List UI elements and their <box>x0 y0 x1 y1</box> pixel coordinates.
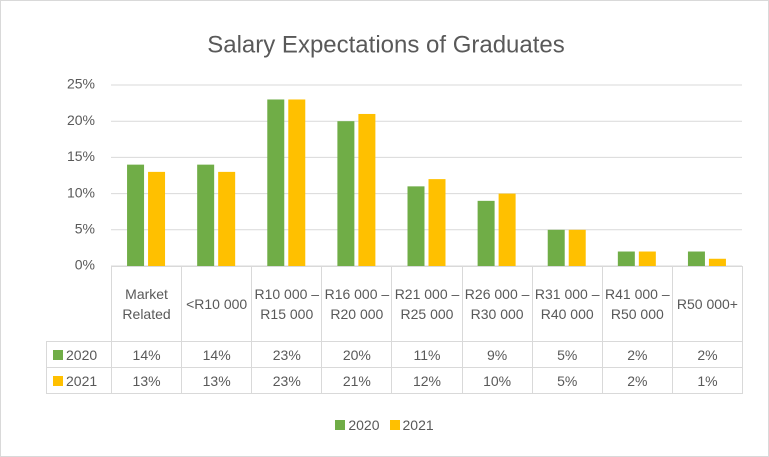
bar <box>568 229 586 266</box>
table-value: 2% <box>601 367 673 394</box>
bar <box>358 113 376 267</box>
y-tick-label: 25% <box>67 76 95 92</box>
bar <box>638 251 656 266</box>
bar <box>288 99 306 266</box>
legend-key <box>335 420 346 430</box>
legend-key <box>389 420 400 430</box>
bar <box>127 164 145 266</box>
legend-key <box>53 375 63 386</box>
table-series-label: 2020 <box>46 341 112 368</box>
category-label: R21 000 – R25 000 <box>391 266 463 342</box>
table-value: 13% <box>111 367 183 394</box>
table-value: 14% <box>181 341 253 368</box>
chart-title: Salary Expectations of Graduates <box>207 31 565 58</box>
bar <box>337 121 355 266</box>
table-value: 20% <box>321 341 393 368</box>
table-value: 1% <box>671 367 743 394</box>
bar <box>197 164 215 266</box>
category-label: <R10 000 <box>181 266 253 342</box>
table-value: 5% <box>531 341 603 368</box>
table-value: 21% <box>321 367 393 394</box>
table-value: 23% <box>251 341 323 368</box>
category-label: R16 000 – R20 000 <box>321 266 393 342</box>
category-label: Market Related <box>111 266 183 342</box>
bar <box>498 193 516 266</box>
table-series-label: 2021 <box>46 367 112 394</box>
bar <box>708 258 726 266</box>
bar <box>617 251 635 266</box>
table-value: 2% <box>601 341 673 368</box>
bar <box>547 229 565 266</box>
bar <box>218 171 236 266</box>
bar <box>407 186 425 266</box>
legend-key <box>53 349 63 360</box>
y-tick-label: 5% <box>75 221 95 237</box>
category-label: R41 000 – R50 000 <box>601 266 673 342</box>
legend: 2020 2021 <box>1 417 768 433</box>
series-name: 2020 <box>66 346 98 363</box>
category-label: R50 000+ <box>671 266 743 342</box>
legend-label: 2021 <box>402 417 434 433</box>
category-label: R31 000 – R40 000 <box>531 266 603 342</box>
category-label: R26 000 – R30 000 <box>461 266 533 342</box>
table-value: 11% <box>391 341 463 368</box>
y-tick-label: 15% <box>67 148 95 164</box>
table-value: 23% <box>251 367 323 394</box>
table-value: 5% <box>531 367 603 394</box>
series-name: 2021 <box>66 372 98 389</box>
table-value: 9% <box>461 341 533 368</box>
table-value: 14% <box>111 341 183 368</box>
bar <box>148 171 166 266</box>
category-label: R10 000 – R15 000 <box>251 266 323 342</box>
y-tick-label: 10% <box>67 184 95 200</box>
bar <box>428 179 446 266</box>
table-value: 2% <box>671 341 743 368</box>
legend-entry: 2020 <box>335 417 380 433</box>
table-value: 13% <box>181 367 253 394</box>
bar <box>477 200 495 266</box>
y-tick-label: 0% <box>75 257 95 273</box>
y-tick-label: 20% <box>67 112 95 128</box>
table-value: 10% <box>461 367 533 394</box>
bar <box>687 251 705 266</box>
legend-entry: 2021 <box>389 417 434 433</box>
table-value: 12% <box>391 367 463 394</box>
bar <box>267 99 285 266</box>
legend-label: 2020 <box>348 417 380 433</box>
